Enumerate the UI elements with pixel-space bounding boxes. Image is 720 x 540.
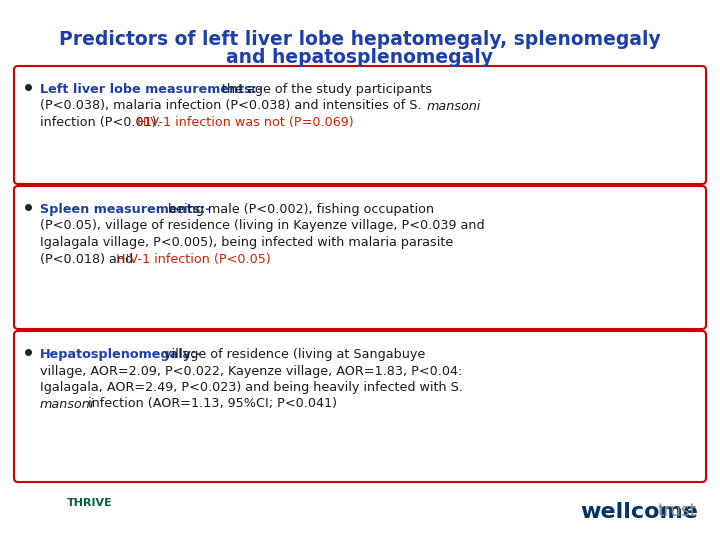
Text: infection (P<0.01).: infection (P<0.01). [40,116,165,129]
Text: (P<0.018) and: (P<0.018) and [40,253,137,266]
Text: village, AOR=2.09, P<0.022, Kayenze village, AOR=1.83, P<0.04:: village, AOR=2.09, P<0.022, Kayenze vill… [40,364,462,377]
Text: (P<0.038), malaria infection (P<0.038) and intensities of S.: (P<0.038), malaria infection (P<0.038) a… [40,99,426,112]
Text: infection (AOR=1.13, 95%CI; P<0.041): infection (AOR=1.13, 95%CI; P<0.041) [84,397,337,410]
Text: trust: trust [658,502,697,520]
Text: HIV-1 infection (P<0.05): HIV-1 infection (P<0.05) [116,253,271,266]
Text: THRIVE: THRIVE [67,498,113,508]
Text: mansoni: mansoni [427,99,482,112]
Text: being male (P<0.002), fishing occupation: being male (P<0.002), fishing occupation [164,203,434,216]
Text: mansoni: mansoni [40,397,94,410]
Text: and hepatosplenomegaly: and hepatosplenomegaly [227,48,493,67]
Text: Predictors of left liver lobe hepatomegaly, splenomegaly: Predictors of left liver lobe hepatomega… [59,30,661,49]
FancyBboxPatch shape [14,331,706,482]
Text: the age of the study participants: the age of the study participants [218,83,432,96]
Text: wellcome: wellcome [580,502,698,522]
FancyBboxPatch shape [14,186,706,329]
Text: HIV-1 infection was not (P=0.069): HIV-1 infection was not (P=0.069) [137,116,354,129]
Text: Igalagala, AOR=2.49, P<0.023) and being heavily infected with S.: Igalagala, AOR=2.49, P<0.023) and being … [40,381,463,394]
Text: village of residence (living at Sangabuye: village of residence (living at Sangabuy… [160,348,426,361]
Text: Igalagala village, P<0.005), being infected with malaria parasite: Igalagala village, P<0.005), being infec… [40,236,454,249]
Text: Left liver lobe measurements:-: Left liver lobe measurements:- [40,83,262,96]
Text: Hepatosplenomegaly:-: Hepatosplenomegaly:- [40,348,202,361]
Text: (P<0.05), village of residence (living in Kayenze village, P<0.039 and: (P<0.05), village of residence (living i… [40,219,485,233]
FancyBboxPatch shape [14,66,706,184]
Text: Spleen measurements:-: Spleen measurements:- [40,203,211,216]
